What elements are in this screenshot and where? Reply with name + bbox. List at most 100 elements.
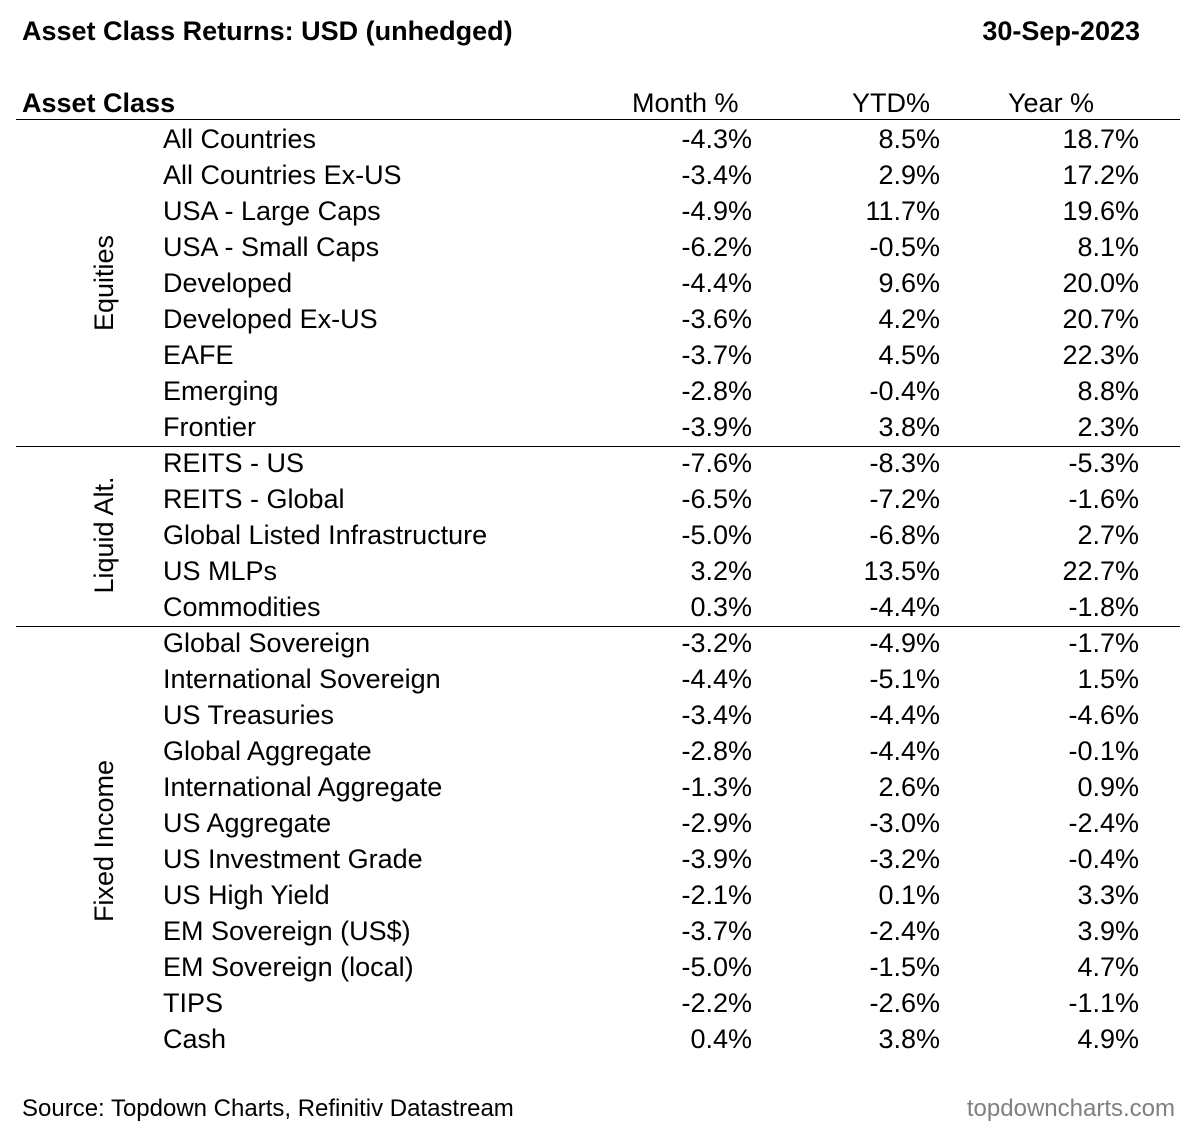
table-row: International Aggregate -1.3% 2.6% 0.9% [16, 769, 1180, 805]
month-cell: -3.6% [681, 304, 752, 334]
asset-name-cell: Developed Ex-US [163, 304, 378, 334]
ytd-cell: -6.8% [869, 520, 940, 550]
table-row: US Investment Grade -3.9% -3.2% -0.4% [16, 841, 1180, 877]
table-row: EM Sovereign (local) -5.0% -1.5% 4.7% [16, 949, 1180, 985]
month-cell: 0.3% [690, 592, 752, 622]
year-cell: 2.7% [1077, 520, 1139, 550]
table-row: Emerging -2.8% -0.4% 8.8% [16, 373, 1180, 409]
header-divider [16, 119, 1180, 120]
month-cell: -6.5% [681, 484, 752, 514]
asset-name-cell: US Investment Grade [163, 844, 423, 874]
table-row: Global Aggregate -2.8% -4.4% -0.1% [16, 733, 1180, 769]
ytd-cell: -7.2% [869, 484, 940, 514]
month-cell: 0.4% [690, 1024, 752, 1054]
year-cell: -1.8% [1068, 592, 1139, 622]
header-asset-class: Asset Class [22, 88, 176, 118]
table-row: Commodities 0.3% -4.4% -1.8% [16, 589, 1180, 625]
year-cell: 19.6% [1062, 196, 1139, 226]
month-cell: -3.7% [681, 340, 752, 370]
month-cell: -4.3% [681, 124, 752, 154]
month-cell: -3.2% [681, 628, 752, 658]
table-row: Developed Ex-US -3.6% 4.2% 20.7% [16, 301, 1180, 337]
table-row: USA - Small Caps -6.2% -0.5% 8.1% [16, 229, 1180, 265]
chart-title: Asset Class Returns: USD (unhedged) [22, 16, 513, 46]
asset-name-cell: Emerging [163, 376, 279, 406]
month-cell: -3.7% [681, 916, 752, 946]
table-row: US Treasuries -3.4% -4.4% -4.6% [16, 697, 1180, 733]
ytd-cell: 3.8% [878, 412, 940, 442]
month-cell: -1.3% [681, 772, 752, 802]
table-row: Cash 0.4% 3.8% 4.9% [16, 1021, 1180, 1057]
year-cell: 3.9% [1077, 916, 1139, 946]
month-cell: -3.4% [681, 160, 752, 190]
asset-name-cell: International Aggregate [163, 772, 443, 802]
month-cell: -2.2% [681, 988, 752, 1018]
asset-name-cell: Developed [163, 268, 293, 298]
year-cell: 1.5% [1077, 664, 1139, 694]
ytd-cell: -4.4% [869, 592, 940, 622]
year-cell: -5.3% [1068, 448, 1139, 478]
year-cell: 4.7% [1077, 952, 1139, 982]
source-note: Source: Topdown Charts, Refinitiv Datast… [22, 1095, 514, 1122]
year-cell: 3.3% [1077, 880, 1139, 910]
year-cell: 2.3% [1077, 412, 1139, 442]
month-cell: -6.2% [681, 232, 752, 262]
asset-name-cell: Global Listed Infrastructure [163, 520, 488, 550]
month-cell: -2.8% [681, 736, 752, 766]
month-cell: -4.9% [681, 196, 752, 226]
ytd-cell: 3.8% [878, 1024, 940, 1054]
year-cell: 20.7% [1062, 304, 1139, 334]
ytd-cell: -1.5% [869, 952, 940, 982]
ytd-cell: 11.7% [865, 196, 940, 226]
asset-name-cell: All Countries Ex-US [163, 160, 402, 190]
table-row: REITS - US -7.6% -8.3% -5.3% [16, 445, 1180, 481]
table-row: Frontier -3.9% 3.8% 2.3% [16, 409, 1180, 445]
month-cell: -7.6% [681, 448, 752, 478]
ytd-cell: -5.1% [869, 664, 940, 694]
asset-name-cell: Frontier [163, 412, 257, 442]
group-equities: Equities All Countries -4.3% 8.5% 18.7% All C… [16, 121, 1180, 445]
year-cell: 18.7% [1062, 124, 1139, 154]
year-cell: -1.6% [1068, 484, 1139, 514]
header-year: Year % [1008, 88, 1095, 118]
asset-name-cell: Global Aggregate [163, 736, 372, 766]
ytd-cell: -8.3% [869, 448, 940, 478]
table-row: US High Yield -2.1% 0.1% 3.3% [16, 877, 1180, 913]
ytd-cell: -4.9% [869, 628, 940, 658]
ytd-cell: -4.4% [869, 736, 940, 766]
month-cell: -5.0% [681, 520, 752, 550]
asset-name-cell: REITS - US [163, 448, 305, 478]
year-cell: 22.7% [1062, 556, 1139, 586]
year-cell: -0.1% [1068, 736, 1139, 766]
month-cell: 3.2% [690, 556, 752, 586]
ytd-cell: -0.4% [869, 376, 940, 406]
asset-name-cell: TIPS [163, 988, 224, 1018]
ytd-cell: -3.2% [869, 844, 940, 874]
year-cell: 4.9% [1077, 1024, 1139, 1054]
ytd-cell: 8.5% [878, 124, 940, 154]
asset-name-cell: Commodities [163, 592, 321, 622]
group-divider [16, 626, 1180, 627]
ytd-cell: -2.6% [869, 988, 940, 1018]
ytd-cell: 13.5% [863, 556, 940, 586]
table-row: All Countries Ex-US -3.4% 2.9% 17.2% [16, 157, 1180, 193]
table-row: International Sovereign -4.4% -5.1% 1.5% [16, 661, 1180, 697]
asset-name-cell: Global Sovereign [163, 628, 371, 658]
year-cell: -2.4% [1068, 808, 1139, 838]
ytd-cell: 2.6% [878, 772, 940, 802]
asset-name-cell: EAFE [163, 340, 234, 370]
group-divider [16, 446, 1180, 447]
table-row: EM Sovereign (US$) -3.7% -2.4% 3.9% [16, 913, 1180, 949]
ytd-cell: 9.6% [878, 268, 940, 298]
ytd-cell: -4.4% [869, 700, 940, 730]
year-cell: -1.7% [1068, 628, 1139, 658]
asset-name-cell: Cash [163, 1024, 227, 1054]
group-fixed-income: Fixed Income Global Sovereign -3.2% -4.9% -1… [16, 625, 1180, 1057]
table-row: Global Sovereign -3.2% -4.9% -1.7% [16, 625, 1180, 661]
month-cell: -3.9% [681, 412, 752, 442]
year-cell: 8.1% [1077, 232, 1139, 262]
year-cell: -0.4% [1068, 844, 1139, 874]
table-row: REITS - Global -6.5% -7.2% -1.6% [16, 481, 1180, 517]
asset-name-cell: EM Sovereign (local) [163, 952, 414, 982]
asset-name-cell: US MLPs [163, 556, 278, 586]
